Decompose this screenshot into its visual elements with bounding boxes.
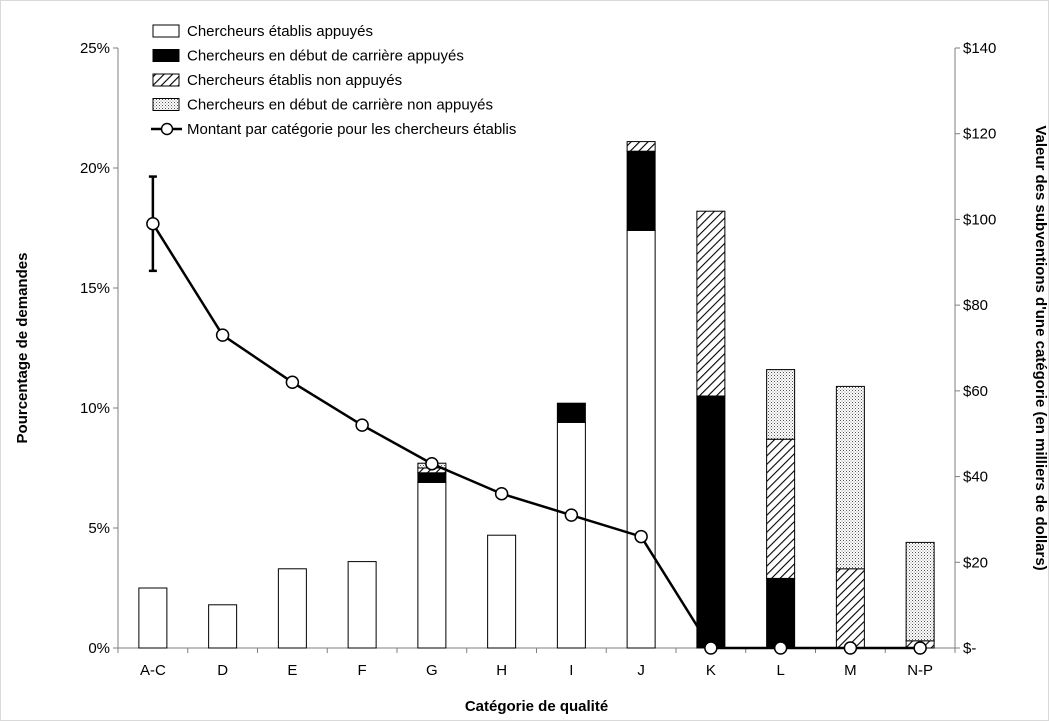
legend-label: Chercheurs en début de carrière appuyés	[187, 48, 464, 65]
line-point	[773, 641, 788, 655]
y2-axis-title: Valeur des subventions d'une catégorie (…	[1032, 125, 1049, 570]
legend-swatch	[152, 73, 180, 87]
y-tick-label: 25%	[80, 40, 110, 57]
line-point	[425, 456, 439, 471]
y-tick-label: 0%	[88, 640, 110, 657]
y2-tick-label: $20	[963, 554, 988, 571]
y-axis-title: Pourcentage de demandes	[14, 253, 31, 444]
y2-tick-label: $80	[963, 297, 988, 314]
line-point	[704, 641, 718, 655]
bar-segment	[556, 402, 586, 423]
bar-segment	[487, 534, 517, 649]
x-tick-label: G	[426, 662, 438, 679]
x-tick-label: F	[358, 662, 367, 679]
y2-tick-label: $40	[963, 469, 988, 486]
bar-segment	[835, 568, 865, 649]
legend-label: Chercheurs en début de carrière non appu…	[187, 97, 493, 114]
line-point	[215, 328, 230, 342]
x-tick-label: K	[706, 662, 716, 679]
x-axis-title: Catégorie de qualité	[465, 698, 608, 715]
y2-tick-label: $120	[963, 126, 996, 143]
bar-segment	[905, 541, 935, 642]
bar-segment	[138, 587, 168, 649]
legend-swatch	[152, 49, 180, 62]
legend-label: Montant par catégorie pour les chercheur…	[187, 121, 516, 138]
bar-segment	[766, 577, 796, 649]
x-tick-label: L	[776, 662, 784, 679]
y-tick-label: 15%	[80, 280, 110, 297]
y-tick-label: 20%	[80, 160, 110, 177]
line-point	[285, 375, 300, 390]
x-tick-label: H	[496, 662, 507, 679]
legend-swatch	[152, 24, 180, 38]
x-tick-label: E	[287, 662, 297, 679]
line-point	[146, 216, 160, 231]
bar-segment	[696, 210, 726, 397]
bar-segment	[696, 395, 726, 649]
legend-line-marker	[160, 122, 174, 136]
y2-tick-label: $140	[963, 40, 996, 57]
bar-segment	[766, 438, 796, 579]
bar-segment	[208, 604, 238, 649]
legend-label: Chercheurs établis appuyés	[187, 23, 373, 40]
line-point	[913, 641, 927, 655]
y2-tick-label: $-	[963, 640, 976, 657]
x-tick-label: N-P	[907, 662, 933, 679]
legend-label: Chercheurs établis non appuyés	[187, 72, 402, 89]
y2-tick-label: $60	[963, 383, 988, 400]
line-point	[843, 641, 858, 655]
x-tick-label: J	[637, 662, 645, 679]
bar-segment	[417, 481, 447, 649]
bar-segment	[417, 472, 447, 483]
bar-segment	[556, 421, 586, 649]
y-tick-label: 5%	[88, 520, 110, 537]
line-point	[355, 418, 369, 432]
bar-segment	[626, 229, 656, 649]
y2-tick-label: $100	[963, 211, 996, 228]
bar-segment	[626, 150, 656, 231]
x-tick-label: I	[569, 662, 573, 679]
x-tick-label: M	[844, 662, 857, 679]
legend-swatch	[152, 98, 180, 111]
x-tick-label: D	[217, 662, 228, 679]
bar-segment	[766, 369, 796, 440]
bar-segment	[277, 568, 307, 649]
series-line	[151, 223, 921, 650]
bar-segment	[347, 561, 377, 649]
bar-segment	[835, 385, 865, 570]
x-tick-label: A-C	[140, 662, 166, 679]
y-tick-label: 10%	[80, 400, 110, 417]
line-point	[634, 529, 648, 544]
line-point	[494, 486, 509, 501]
line-point	[564, 508, 579, 522]
bar-segment	[626, 141, 656, 152]
